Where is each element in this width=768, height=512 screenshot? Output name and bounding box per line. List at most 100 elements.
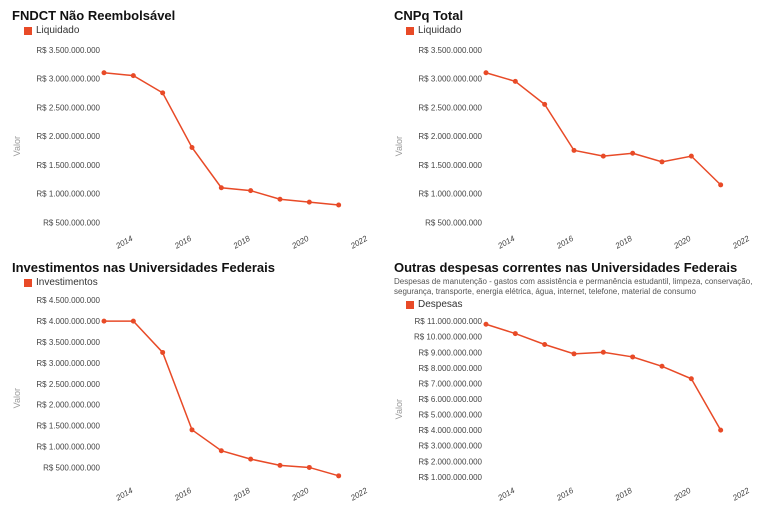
y-tick-label: R$ 9.000.000.000	[418, 348, 482, 357]
plot-area: R$ 1.000.000.000R$ 2.000.000.000R$ 3.000…	[406, 314, 756, 504]
data-point	[601, 154, 606, 159]
chart-panel-outras: Outras despesas correntes nas Universida…	[394, 260, 756, 504]
y-tick-label: R$ 500.000.000	[43, 463, 100, 472]
legend-swatch-icon	[406, 301, 414, 309]
data-point	[160, 350, 165, 355]
chart-title: Outras despesas correntes nas Universida…	[394, 260, 756, 275]
data-point	[572, 351, 577, 356]
x-tick-label: 2020	[672, 234, 693, 251]
chart-legend: Despesas	[406, 299, 756, 310]
y-axis-label: Valor	[12, 136, 22, 156]
series-line	[486, 324, 721, 430]
y-tick-label: R$ 500.000.000	[425, 218, 482, 227]
data-point	[248, 188, 253, 193]
chart-svg: R$ 500.000.000R$ 1.000.000.000R$ 1.500.0…	[24, 40, 374, 252]
y-tick-label: R$ 1.000.000.000	[418, 190, 482, 199]
x-tick-label: 2018	[613, 234, 634, 251]
y-tick-label: R$ 3.000.000.000	[36, 75, 100, 84]
y-tick-label: R$ 2.000.000.000	[418, 457, 482, 466]
data-point	[718, 428, 723, 433]
y-tick-label: R$ 2.000.000.000	[418, 132, 482, 141]
data-point	[336, 473, 341, 478]
y-tick-label: R$ 1.500.000.000	[36, 161, 100, 170]
x-tick-label: 2014	[114, 486, 135, 503]
x-tick-label: 2020	[672, 486, 693, 503]
y-tick-label: R$ 1.000.000.000	[36, 443, 100, 452]
plot-area: R$ 500.000.000R$ 1.000.000.000R$ 1.500.0…	[406, 40, 756, 252]
data-point	[484, 322, 489, 327]
series-line	[486, 73, 721, 185]
data-point	[219, 185, 224, 190]
legend-label: Liquidado	[418, 25, 461, 36]
data-point	[190, 145, 195, 150]
x-tick-label: 2022	[348, 234, 369, 251]
data-point	[131, 73, 136, 78]
chart-svg: R$ 500.000.000 R$ 1.000.000.000 R$ 1.500.0…	[24, 292, 374, 504]
x-tick-label: 2018	[231, 234, 252, 251]
data-point	[278, 463, 283, 468]
plot-area: R$ 500.000.000 R$ 1.000.000.000 R$ 1.500.0…	[24, 292, 374, 504]
chart-body: ValorR$ 500.000.000R$ 1.000.000.000R$ 1.…	[12, 292, 374, 504]
y-tick-label: R$ 2.500.000.000	[418, 103, 482, 112]
y-tick-label: R$ 8.000.000.000	[418, 364, 482, 373]
y-axis-label: Valor	[394, 136, 404, 156]
x-tick-label: 2016	[554, 234, 575, 251]
data-point	[542, 102, 547, 107]
x-tick-label: 2014	[496, 234, 517, 251]
data-point	[102, 319, 107, 324]
y-tick-label: R$ 3.000.000.000	[36, 359, 100, 368]
data-point	[336, 203, 341, 208]
y-tick-label: R$ 3.000.000.000	[418, 442, 482, 451]
data-point	[630, 151, 635, 156]
data-point	[219, 448, 224, 453]
data-point	[513, 79, 518, 84]
y-tick-label: R$ 1.000.000.000	[36, 190, 100, 199]
chart-legend: Liquidado	[24, 25, 374, 36]
y-tick-label: R$ 2.500.000.000	[36, 380, 100, 389]
y-tick-label: R$ 3.000.000.000	[418, 75, 482, 84]
x-tick-label: 2014	[496, 486, 517, 503]
y-tick-label: R$ 5.000.000.000	[418, 411, 482, 420]
data-point	[542, 342, 547, 347]
x-tick-label: 2022	[348, 486, 369, 503]
y-tick-label: R$ 4.000.000.000	[36, 317, 100, 326]
chart-legend: Liquidado	[406, 25, 756, 36]
y-axis-label: Valor	[394, 399, 404, 419]
chart-grid: FNDCT Não ReembolsávelLiquidadoValorR$ 5…	[12, 8, 756, 504]
chart-body: ValorR$ 500.000.000R$ 1.000.000.000R$ 1.…	[12, 40, 374, 252]
x-tick-label: 2020	[290, 234, 311, 251]
chart-svg: R$ 500.000.000R$ 1.000.000.000R$ 1.500.0…	[406, 40, 756, 252]
chart-body: ValorR$ 1.000.000.000R$ 2.000.000.000R$ …	[394, 314, 756, 504]
y-tick-label: R$ 3.500.000.000	[418, 46, 482, 55]
chart-body: ValorR$ 500.000.000R$ 1.000.000.000R$ 1.…	[394, 40, 756, 252]
y-tick-label: R$ 7.000.000.000	[418, 379, 482, 388]
chart-title: FNDCT Não Reembolsável	[12, 8, 374, 23]
data-point	[689, 376, 694, 381]
legend-label: Liquidado	[36, 25, 79, 36]
data-point	[572, 148, 577, 153]
y-tick-label: R$ 4.500.000.000	[36, 296, 100, 305]
series-line	[104, 73, 339, 205]
data-point	[307, 200, 312, 205]
x-tick-label: 2022	[730, 234, 751, 251]
y-tick-label: R$ 1.500.000.000	[36, 422, 100, 431]
y-tick-label: R$ 2.000.000.000	[36, 132, 100, 141]
x-tick-label: 2016	[172, 234, 193, 251]
data-point	[190, 427, 195, 432]
chart-svg: R$ 1.000.000.000R$ 2.000.000.000R$ 3.000…	[406, 314, 756, 504]
x-tick-label: 2020	[290, 486, 311, 503]
y-tick-label: R$ 3.500.000.000	[36, 338, 100, 347]
y-tick-label: R$ 2.000.000.000	[36, 401, 100, 410]
legend-swatch-icon	[24, 279, 32, 287]
data-point	[248, 457, 253, 462]
chart-panel-investimentos: Investimentos nas Universidades Federais…	[12, 260, 374, 504]
legend-swatch-icon	[24, 27, 32, 35]
data-point	[660, 364, 665, 369]
data-point	[307, 465, 312, 470]
legend-swatch-icon	[406, 27, 414, 35]
x-tick-label: 2018	[613, 486, 634, 503]
data-point	[484, 70, 489, 75]
y-tick-label: R$ 2.500.000.000	[36, 103, 100, 112]
chart-panel-fndct: FNDCT Não Reembolsável Liquidado ValorR$ 5…	[12, 8, 374, 252]
data-point	[513, 331, 518, 336]
